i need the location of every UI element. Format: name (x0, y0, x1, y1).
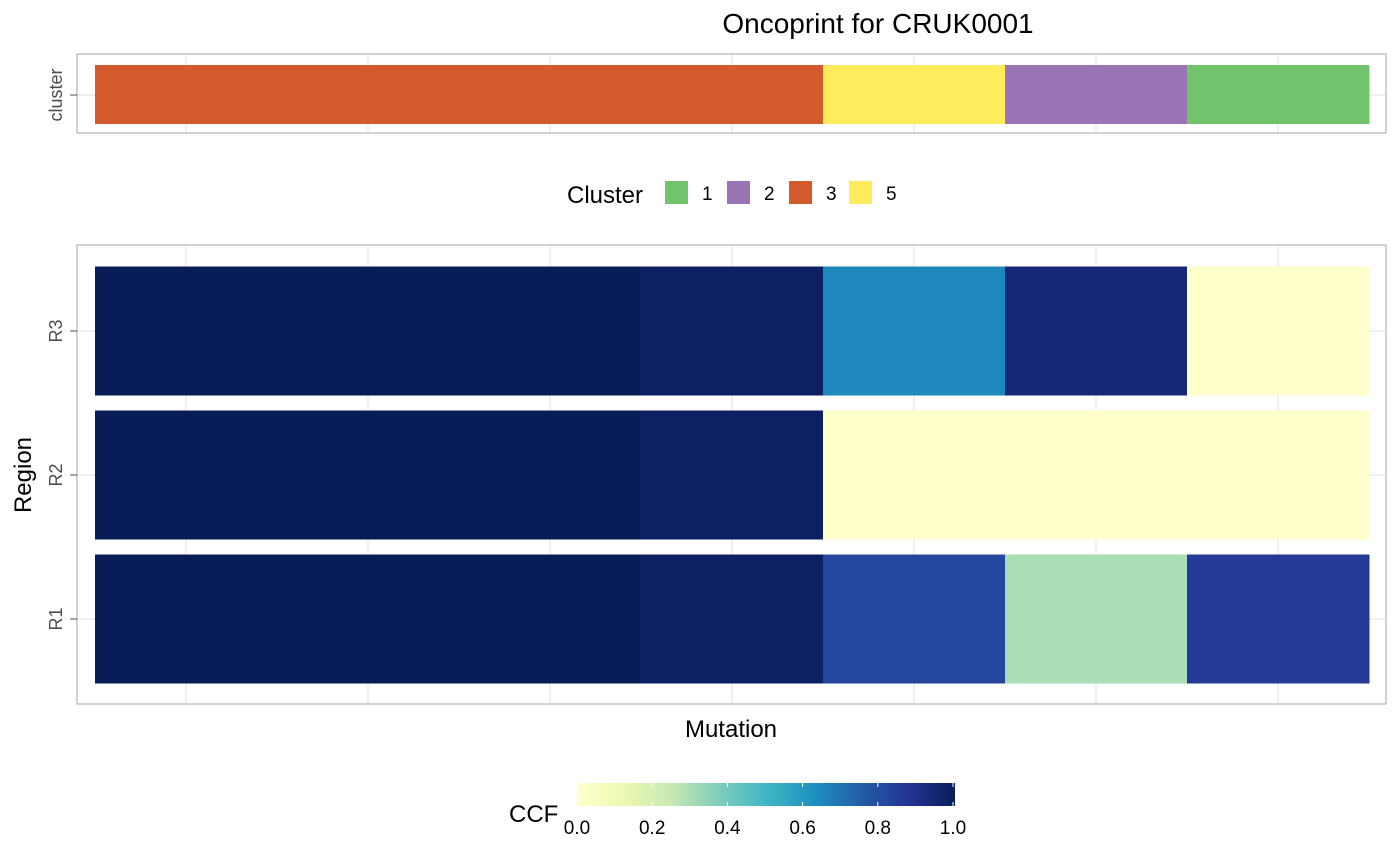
legend-label-3: 3 (826, 184, 837, 205)
cluster-annotation-panel: cluster (46, 53, 1387, 134)
heatmap-cell-R3-4 (1187, 266, 1370, 396)
y-axis-title: Region (10, 437, 37, 513)
colorbar-tick-label: 0.8 (865, 818, 891, 839)
heatmap-cell-R3-1 (641, 266, 824, 396)
legend-key-5 (849, 181, 872, 204)
cluster-legend-title: Cluster (567, 182, 643, 209)
colorbar-tick-label: 0.0 (564, 818, 590, 839)
heatmap-cell-R2-2 (823, 410, 1006, 540)
heatmap-cell-R1-3 (1005, 554, 1188, 684)
heatmap-cell-R3-0 (95, 266, 642, 396)
legend-key-2 (727, 181, 750, 204)
heatmap-cell-R3-3 (1005, 266, 1188, 396)
legend-label-2: 2 (764, 184, 775, 205)
region-tick-R2: R2 (46, 463, 66, 486)
cluster-segment-1 (1187, 65, 1370, 124)
legend-key-1 (665, 181, 688, 204)
heatmap-cell-R1-2 (823, 554, 1006, 684)
legend-key-3 (789, 181, 812, 204)
heatmap-cell-R2-0 (95, 410, 642, 540)
legend-label-1: 1 (702, 184, 713, 205)
ccf-colorbar: CCF 0.0 0.2 0.4 0.6 0.8 1.0 (509, 783, 966, 839)
region-axis-ticks: R3 R2 R1 (46, 319, 77, 631)
heatmap-cells (95, 266, 1370, 684)
colorbar-title: CCF (509, 801, 558, 828)
cluster-segment-3 (95, 65, 824, 124)
legend-label-5: 5 (886, 184, 897, 205)
colorbar-tick-label: 0.4 (714, 818, 741, 839)
region-tick-R1: R1 (46, 607, 66, 630)
heatmap-cell-R1-1 (641, 554, 824, 684)
colorbar-tick-label: 1.0 (940, 818, 966, 839)
annotation-panel-border (76, 53, 1387, 134)
heatmap-cell-R2-3 (1005, 410, 1188, 540)
heatmap-cell-R2-1 (641, 410, 824, 540)
cluster-segment-5 (823, 65, 1006, 124)
heatmap-cell-R1-4 (1187, 554, 1370, 684)
colorbar-tick-label: 0.6 (789, 818, 815, 839)
heatmap-cell-R3-2 (823, 266, 1006, 396)
cluster-segment-2 (1005, 65, 1188, 124)
annotation-segments (95, 65, 1370, 124)
heatmap-cell-R1-0 (95, 554, 642, 684)
cluster-legend: Cluster 1 2 3 5 (567, 181, 897, 209)
main-heatmap-panel: R3 R2 R1 Region Mutation (10, 244, 1387, 743)
annotation-track-label: cluster (46, 68, 66, 121)
colorbar-gradient (577, 783, 955, 806)
heatmap-cell-R2-4 (1187, 410, 1370, 540)
region-tick-R3: R3 (46, 319, 66, 342)
x-axis-title: Mutation (685, 716, 777, 743)
colorbar-tick-label: 0.2 (639, 818, 665, 839)
chart-title: Oncoprint for CRUK0001 (722, 8, 1033, 39)
